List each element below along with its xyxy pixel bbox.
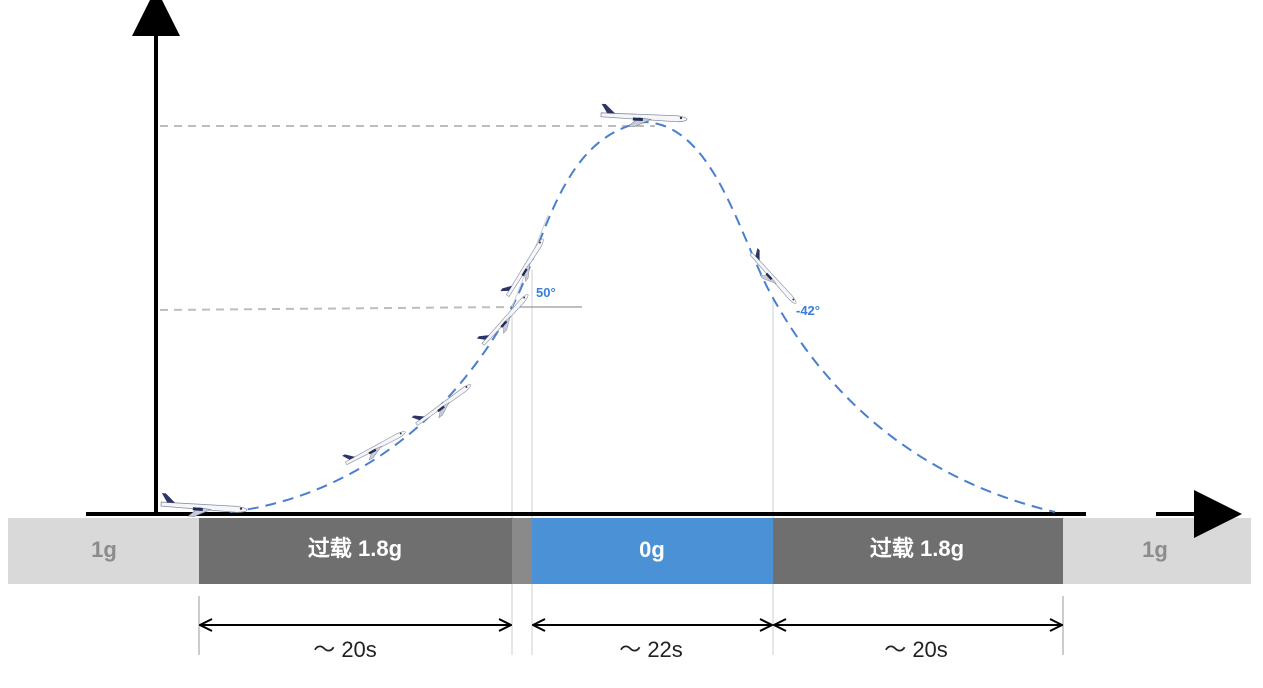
segment-label-1g-left: 1g <box>91 537 117 562</box>
airplane-icon <box>411 377 476 431</box>
airplane-icon <box>159 492 249 521</box>
entry-guide-line <box>159 306 513 311</box>
segment-label-1g-right: 1g <box>1142 537 1168 562</box>
segment-label-hyper-right: 过载 1.8g <box>870 536 964 561</box>
segment-hyper-right <box>773 518 1063 584</box>
pullup-angle-label: 50° <box>536 285 556 300</box>
airplane-icon <box>341 423 410 471</box>
load-factor-bar: 1g 过载 1.8g 0g 过载 1.8g 1g <box>8 518 1251 584</box>
segment-1g-left <box>8 518 199 584</box>
duration-label-right: ～ 20s <box>884 637 948 662</box>
airplane-icon <box>476 288 535 350</box>
duration-label-left: ～ 20s <box>313 637 377 662</box>
duration-label-middle: ～ 22s <box>619 637 683 662</box>
flight-trajectory-curve <box>229 120 1056 513</box>
pushover-angle-label: -42° <box>796 303 820 318</box>
duration-markers: ～ 20s ～ 22s ～ 20s <box>198 596 1064 662</box>
segment-label-zero-g: 0g <box>639 537 665 562</box>
x-axis-gap <box>1086 512 1156 517</box>
segment-hyper-left <box>199 518 532 584</box>
segment-zero-g <box>532 518 773 584</box>
segment-label-hyper-left: 过载 1.8g <box>308 536 402 561</box>
segment-hyper-left-overlap <box>512 518 532 584</box>
